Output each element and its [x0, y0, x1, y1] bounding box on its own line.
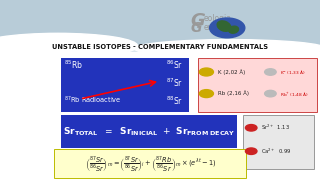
Text: Ca$^{2+}$  0.99: Ca$^{2+}$ 0.99	[261, 147, 292, 156]
Ellipse shape	[134, 40, 320, 58]
Bar	[61, 115, 237, 148]
Text: Sr$^{2+}$  1.13: Sr$^{2+}$ 1.13	[261, 123, 290, 132]
Circle shape	[265, 90, 276, 97]
Bar	[198, 58, 317, 112]
Text: $^{87}$Sr: $^{87}$Sr	[166, 77, 184, 89]
Text: UNSTABLE ISOTOPES - COMPLEMENTARY FUNDAMENTALS: UNSTABLE ISOTOPES - COMPLEMENTARY FUNDAM…	[52, 44, 268, 50]
Text: $\mathbf{Sr}_{\mathbf{TOTAL}}$  $=$  $\mathbf{Sr}_{\mathbf{INICIAL}}$  $+$  $\ma: $\mathbf{Sr}_{\mathbf{TOTAL}}$ $=$ $\mat…	[63, 125, 235, 138]
Ellipse shape	[217, 21, 231, 31]
Text: G: G	[190, 21, 202, 35]
Text: $\left(\dfrac{^{87}Sr}{^{86}Sr}\right)_m= \left(\dfrac{^{87}Sr}{^{86}Sr}\right)_: $\left(\dfrac{^{87}Sr}{^{86}Sr}\right)_m…	[85, 154, 216, 174]
Bar	[54, 149, 246, 178]
Text: eologia: eologia	[203, 14, 231, 23]
Bar	[0, 52, 320, 180]
Ellipse shape	[229, 26, 238, 33]
Circle shape	[210, 18, 245, 38]
Ellipse shape	[0, 40, 40, 57]
Text: $^{88}$Sr: $^{88}$Sr	[166, 95, 184, 107]
Ellipse shape	[0, 33, 138, 58]
Circle shape	[245, 125, 257, 131]
Text: K$^{-}$ (1,33 Å): K$^{-}$ (1,33 Å)	[280, 68, 306, 76]
Circle shape	[265, 69, 276, 75]
Circle shape	[245, 148, 257, 154]
Bar	[0, 0, 320, 50]
Bar	[0, 50, 320, 180]
Text: $^{87}$Rb Radioactive: $^{87}$Rb Radioactive	[64, 95, 122, 106]
Text: $^{86}$Sr: $^{86}$Sr	[166, 59, 184, 71]
Bar	[243, 115, 314, 169]
Text: eral: eral	[203, 23, 218, 32]
Text: K (2,02 Å): K (2,02 Å)	[218, 69, 245, 75]
Text: Rb (2,16 Å): Rb (2,16 Å)	[218, 91, 249, 96]
Text: G: G	[190, 12, 205, 30]
Bar	[61, 58, 189, 112]
Text: $^{85}$Rb: $^{85}$Rb	[64, 59, 83, 71]
Text: Rb$^{+}$ (1,48 Å): Rb$^{+}$ (1,48 Å)	[280, 90, 309, 98]
Circle shape	[199, 68, 213, 76]
Circle shape	[199, 90, 213, 98]
